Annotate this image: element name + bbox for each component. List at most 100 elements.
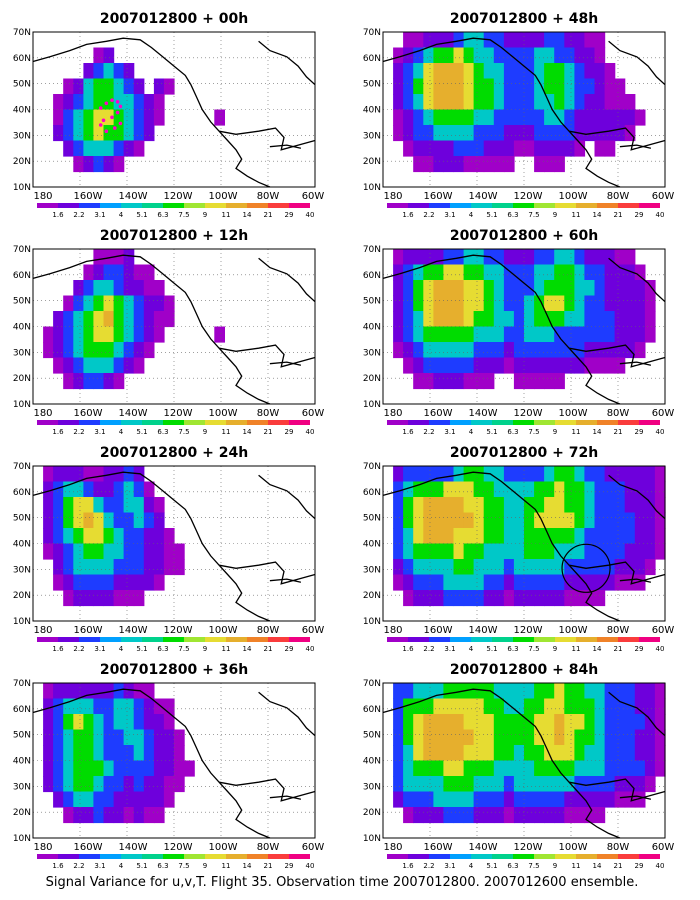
variance-cell [584,807,596,824]
colorbar-label: 40 [306,645,315,653]
variance-cell [73,745,84,762]
colorbar-swatch [79,203,100,208]
variance-cell [174,745,185,762]
variance-cell [614,745,626,762]
variance-cell [634,326,646,343]
variance-cell [594,264,606,281]
variance-cell [423,791,434,808]
colorbar-swatch [471,203,492,208]
variance-cell [153,714,165,731]
colorbar-label: 2.2 [73,428,84,436]
variance-cell [413,373,424,390]
variance-cell [493,311,505,328]
colorbar-label: 5.1 [136,862,147,870]
variance-cell [83,760,95,777]
variance-cell [453,791,465,808]
variance-cell [594,590,606,607]
colorbar-label: 7.5 [178,862,189,870]
variance-cell [564,264,575,281]
variance-cell [403,109,414,126]
variance-cell [43,326,54,343]
colorbar-label: 11 [572,862,581,870]
variance-cell [73,528,84,545]
variance-cell [574,760,586,777]
variance-cell [473,590,485,607]
colorbar-swatch [79,420,100,425]
variance-cell [544,466,555,483]
variance-cell [614,125,626,142]
variance-cell [423,125,434,142]
coastline [608,691,666,737]
variance-cell [584,295,596,312]
variance-cell [143,543,155,560]
variance-cell [564,466,575,483]
lat-tick-label: 70N [363,245,381,255]
variance-cell [503,760,515,777]
variance-cell [574,466,586,483]
variance-cell [163,760,175,777]
variance-cell [133,559,145,576]
variance-cell [564,528,575,545]
variance-cell [423,280,434,297]
variance-cell [493,760,505,777]
variance-cell [453,729,465,746]
variance-cell [614,729,626,746]
variance-cell [73,714,84,731]
variance-cell [524,543,535,560]
colorbar-label: 29 [635,862,644,870]
variance-cell [513,698,525,715]
variance-cell [53,311,64,328]
variance-cell [53,109,64,126]
flight-track-point [118,104,123,109]
colorbar-swatch [408,854,429,859]
variance-cell [93,543,105,560]
variance-cell [83,512,95,529]
variance-cell [133,729,145,746]
variance-cell [423,373,434,390]
variance-cell [113,280,125,297]
variance-cell [503,512,515,529]
variance-cell [113,760,125,777]
lat-tick-label: 10N [363,183,381,193]
variance-cell [634,745,646,762]
variance-cell [463,528,475,545]
variance-cell [123,311,135,328]
variance-cell [143,760,155,777]
variance-cell [63,791,74,808]
variance-cell [103,543,115,560]
variance-cell [83,807,95,824]
colorbar-swatch [58,854,79,859]
variance-cell [453,280,465,297]
variance-cell [463,729,475,746]
lon-tick-label: 80W [257,408,280,419]
variance-cell [453,357,465,374]
variance-cell [423,311,434,328]
lon-tick-label: 140W [119,191,148,202]
variance-cell [554,32,565,49]
lat-tick-label: 20N [13,374,31,384]
variance-cell [443,497,455,514]
colorbar-label: 2.2 [423,862,434,870]
variance-cell [103,729,115,746]
variance-cell [473,574,485,591]
colorbar-swatch [618,420,639,425]
colorbar-swatch [576,854,597,859]
variance-cell [123,714,135,731]
variance-cell [393,295,404,312]
colorbar-label: 7.5 [178,645,189,653]
variance-cell [73,280,84,297]
map-frame [32,248,316,405]
variance-cell [473,760,485,777]
colorbar-swatch [268,203,289,208]
lat-tick-label: 60N [13,54,31,64]
variance-cell [423,729,434,746]
coastline [382,37,621,188]
lon-tick-label: 100W [559,625,588,636]
variance-cell [604,94,616,111]
forecast-panel: 2007012800 + 12h70N60N50N40N30N20N10N180… [13,228,325,436]
variance-cell [83,78,95,95]
variance-cell [534,543,545,560]
variance-cell [153,698,165,715]
variance-cell [463,776,475,793]
coastline [619,144,652,149]
